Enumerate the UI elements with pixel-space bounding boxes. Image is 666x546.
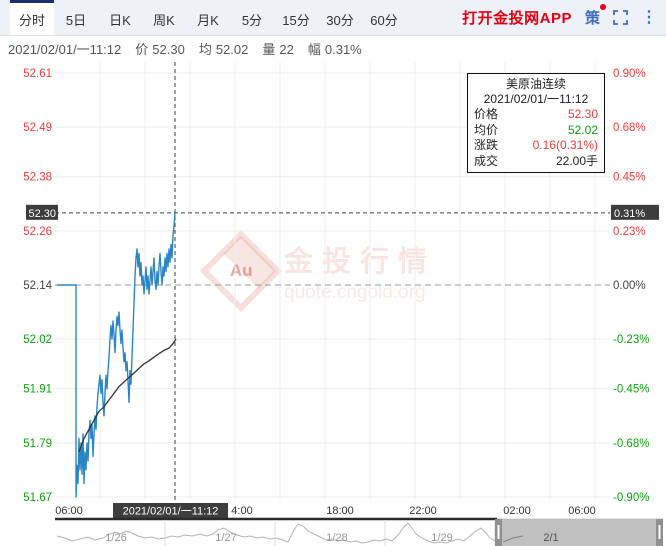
tooltip-instrument: 美原油连续 [505,77,566,91]
time-axis-label: 4:00 [231,505,252,517]
price-axis-label: 52.49 [23,122,52,134]
price-axis-label: 52.14 [23,280,52,292]
percent-axis-label: -0.90% [613,492,649,504]
tab-60min[interactable]: 60分 [370,12,398,28]
percent-axis-badge [611,204,659,220]
percent-axis-label: 0.00% [613,280,646,292]
navigator-date-label: 1/28 [326,532,347,544]
price-axis-label: 51.79 [23,438,52,450]
time-axis-badge-label: 2021/02/01/一11:12 [123,506,219,518]
time-axis-badge [113,503,228,518]
tooltip-row-change: 涨跌 0.16(0.31%) [474,138,598,152]
tab-5min[interactable]: 5分 [241,12,263,28]
quote-datetime: 2021/02/01/一11:12 [8,41,122,57]
tooltip-datetime: 2021/02/01/一11:12 [483,92,589,106]
quote-price: 价 52.30 [135,41,185,57]
navigator-selection[interactable] [495,519,663,546]
navigator-selection-sparkline [502,535,524,543]
percent-axis-label: -0.45% [613,384,649,396]
percent-axis-label: 0.45% [613,172,646,184]
tooltip-row-price: 价格 52.30 [474,107,598,121]
fullscreen-icon [613,10,628,25]
price-axis-label: 52.26 [23,226,52,238]
navigator-date-label: 1/26 [105,532,126,544]
tab-day-k[interactable]: 日K [109,12,131,28]
tab-30min[interactable]: 30分 [326,12,354,28]
watermark: Au 金投行情 quote.cngold.org [199,229,437,313]
crosshair-tooltip: 美原油连续 2021/02/01/一11:12 价格 52.30 均价 52.02 … [467,73,605,173]
tab-5day[interactable]: 5日 [65,12,87,28]
tooltip-row-average: 均价 52.02 [474,122,598,137]
navigator-sparkline [56,522,496,544]
price-axis-label: 51.67 [23,492,52,504]
price-axis-badge [26,204,58,220]
tabbar-tools: 打开金投网APP 策 ⋮ [462,0,666,35]
time-axis-label: 22:00 [409,505,437,517]
percent-axis-label: 0.68% [613,122,646,134]
price-axis-badge-label: 52.30 [28,208,56,220]
price-axis-label: 52.38 [23,172,52,184]
open-app-link[interactable]: 打开金投网APP [462,10,572,27]
tab-month-k[interactable]: 月K [197,12,219,28]
watermark-url: quote.cngold.org [284,282,426,303]
strategy-button[interactable]: 策 [584,4,606,28]
percent-axis-badge-label: 0.31% [614,208,645,220]
price-line [57,212,176,498]
quote-volume: 量 22 [262,41,294,57]
strategy-label: 策 [584,10,600,27]
price-axis-label: 52.02 [23,334,52,346]
price-axis-label: 51.91 [23,384,52,396]
tooltip-row-volume: 成交 22.00手 [474,153,598,168]
percent-axis-label: -0.68% [613,438,649,450]
navigator-date-label: 1/27 [215,532,236,544]
percent-axis-label: 0.23% [613,226,646,238]
quote-info-bar: 2021/02/01/一11:12 价 52.30 均 52.02 量 22 幅 0.3… [0,36,666,60]
average-price-line [78,338,177,453]
quote-average: 均 52.02 [198,41,249,57]
period-tabbar: 分时 5日 日K 周K 月K 5分 15分 30分 60分 打开金投网APP 策 ⋮ [0,0,666,36]
navigator-date-label: 1/29 [431,532,452,544]
watermark-title: 金投行情 [284,246,437,278]
fullscreen-button[interactable] [613,10,628,25]
price-axis-label: 52.61 [23,68,52,80]
navigator-date-label: 2/1 [543,532,558,544]
time-axis-label: 06:00 [568,505,596,517]
time-axis-label: 18:00 [326,505,354,517]
percent-axis-label: -0.23% [613,334,649,346]
time-axis-label: 06:00 [55,505,83,517]
tab-timeline[interactable]: 分时 [10,0,54,35]
tab-week-k[interactable]: 周K [153,12,175,28]
notification-dot [600,4,606,10]
percent-axis-label: 0.90% [613,68,646,80]
more-menu-icon[interactable]: ⋮ [641,8,657,26]
navigator-right-handle-grip [658,525,661,539]
quote-range: 幅 0.31% [307,41,362,57]
time-axis-label: 02:00 [503,505,531,517]
period-tabs: 分时 5日 日K 周K 月K 5分 15分 30分 60分 [10,0,406,35]
tab-15min[interactable]: 15分 [282,12,310,28]
navigator-left-handle-grip [497,525,500,539]
